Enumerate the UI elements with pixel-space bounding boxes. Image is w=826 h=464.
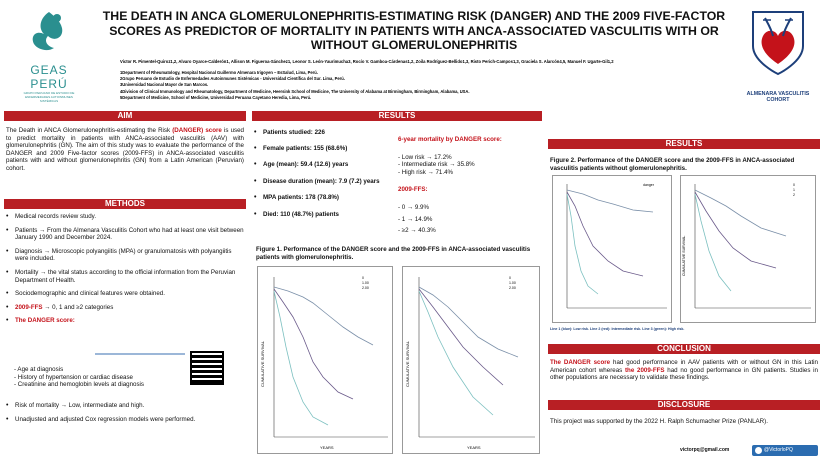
result-item: MPA patients: 178 (78.8%) [254,194,394,202]
affiliation: 5Department of Medicine, School of Medic… [120,94,312,100]
legend-label: 0 [793,183,795,187]
danger-items: - Age at diagnosis - History of hyperten… [14,366,184,389]
affiliation: 4Division of Clinical Immunology and Rhe… [120,88,470,94]
legend-label: 2.00 [509,286,516,290]
methods-item: Medical records review study. [6,213,246,221]
results-left: Patients studied: 226 Female patients: 1… [254,129,394,225]
legend-label: 1.00 [509,281,516,285]
authors: Victor R. Pimentel-Quiroz1,2, Alvaro Oya… [120,59,614,64]
methods-item: Mortality → the vital status according t… [6,269,246,284]
contact-handle-box[interactable]: @VictorloPQ [752,445,818,456]
danger-risk: - Intermediate risk → 35.8% [398,161,475,169]
fig1-km-ffs: CUMULATIVE SURVIVAL YEARS 0 1.00 2.00 [402,266,540,454]
conclusion-header: CONCLUSION [548,344,820,354]
methods-danger: The DANGER score: [6,317,246,325]
aim-header: AIM [4,111,246,121]
result-item: Patients studied: 226 [254,129,394,137]
affiliation: 1Department of Rheumatology, Hospital Na… [120,70,318,75]
aim-post: is used to predict mortality in patients… [6,127,244,172]
methods-item: Diagnosis → Microscopic polyangiitis (MP… [6,248,246,263]
disclosure-header: DISCLOSURE [548,400,820,410]
twitter-icon [755,447,762,454]
almenara-logo: ALMENARA VASCULITIS COHORT [736,6,820,103]
ffs-label: 2009-FFS [15,303,43,311]
conclusion-text: The DANGER score had good performance in… [550,359,818,382]
methods-item: Patients → From the Almenara Vasculitis … [6,227,246,242]
fig2b-ylabel: CUMULATIVE SURVIVAL [682,236,686,276]
fig2-km-danger: danger [552,175,672,323]
legend-label: 2 [793,193,795,197]
legend-label: 0 [509,276,511,280]
geas-sub: GRUPO PERUANO DE ESTUDIO DE ENFERMEDADES… [23,91,75,103]
methods-ffs: 2009-FFS → 0, 1 and ≥2 categories [6,304,246,312]
heart-shield-icon [752,11,804,76]
result-item: Died: 110 (48.7%) patients [254,211,394,219]
danger-mortality-title: 6-year mortality by DANGER score: [398,136,502,143]
danger-item: - Creatinine and hemoglobin levels at di… [14,381,145,389]
geas-name: GEAS PERÚ [30,63,68,91]
ffs-risk: - ≥2 → 40.3% [398,227,436,235]
legend-label: 2.00 [362,286,369,290]
methods-item: Risk of mortality → Low, intermediate an… [6,402,246,410]
fig2-km-ffs: CUMULATIVE SURVIVAL 0 1 2 [680,175,816,323]
conclusion-mid: had good performance in AAV patients wit… [550,359,819,374]
legend-label: 1 [793,188,795,192]
danger-item: - History of hypertension or cardiac dis… [14,373,133,381]
results-header-2: RESULTS [548,139,820,149]
fig2-caption: Figure 2. Performance of the DANGER scor… [550,157,795,172]
danger-label: The DANGER score: [15,317,75,325]
affiliation: 2Grupo Peruano de Estudio de Enfermedade… [120,76,345,82]
danger-risk: - High risk → 71.4% [398,168,454,176]
methods-item: Sociodemographic and clinical features w… [6,290,246,298]
fig1b-xlabel: YEARS [467,445,481,450]
danger-item: - Age at diagnosis [14,366,64,373]
methods-header: METHODS [4,199,246,209]
affiliations: 1Department of Rheumatology, Hospital Na… [120,70,720,101]
conclusion-ffs: the 2009-FFS [624,366,665,374]
result-item: Female patients: 155 (68.6%) [254,145,394,153]
almenara-name: ALMENARA VASCULITIS COHORT [746,91,810,103]
poster-title: THE DEATH IN ANCA GLOMERULONEPHRITIS-EST… [102,9,726,53]
contact-email[interactable]: victorpq@gmail.com [680,447,730,453]
qr-code-icon[interactable] [190,351,224,385]
results-header: RESULTS [252,111,542,121]
methods-list: Medical records review study. Patients →… [6,213,246,331]
ffs-title: 2009-FFS: [398,186,428,194]
affiliation: 3Universidad Nacional Mayor de San Marco… [120,82,209,88]
result-item: Age (mean): 59.4 (12.6) years [254,161,394,169]
arrow-line [95,353,185,355]
disclosure-text: This project was supported by the 2022 H… [550,418,768,425]
methods-item: Unadjusted and adjusted Cox regression m… [6,416,246,424]
legend-label: 0 [362,276,364,280]
geas-logo-icon [32,12,63,51]
fig2a-legend: danger [643,183,655,187]
methods-list-2: Risk of mortality → Low, intermediate an… [6,402,246,429]
aim-pre: The Death in ANCA Glomerulonephritis-est… [6,127,173,134]
aim-text: The Death in ANCA Glomerulonephritis-est… [6,127,244,173]
contact-handle: @VictorloPQ [764,447,793,453]
conclusion-post: had no good performance in GN patients. … [550,366,818,382]
ffs-risk: - 0 → 9.9% [398,203,429,211]
fig1a-ylabel: CUMULATIVE SURVIVAL [260,340,265,387]
legend-label: 1.00 [362,281,369,285]
ffs-rest: → 0, 1 and ≥2 categories [42,303,114,311]
result-item: Disease duration (mean): 7.9 (7.2) years [254,178,394,186]
fig2-footnote: Line 1 (blue): Low risk. Line 2 (red): I… [550,327,685,331]
aim-danger: (DANGER) score [172,127,222,134]
results-right: 6-year mortality by DANGER score: - Low … [398,136,540,235]
fig1b-ylabel: CUMULATIVE SURVIVAL [405,340,410,387]
fig1-caption: Figure 1. Performance of the DANGER scor… [256,246,531,261]
fig1a-xlabel: YEARS [320,445,334,450]
ffs-risk: - 1 → 14.9% [398,215,433,223]
fig1-km-danger: CUMULATIVE SURVIVAL YEARS 0 1.00 2.00 [257,266,393,454]
conclusion-danger: The DANGER score [550,359,611,366]
geas-logo: GEAS PERÚ GRUPO PERUANO DE ESTUDIO DE EN… [10,8,88,103]
danger-risk: - Low risk → 17.2% [398,153,452,161]
